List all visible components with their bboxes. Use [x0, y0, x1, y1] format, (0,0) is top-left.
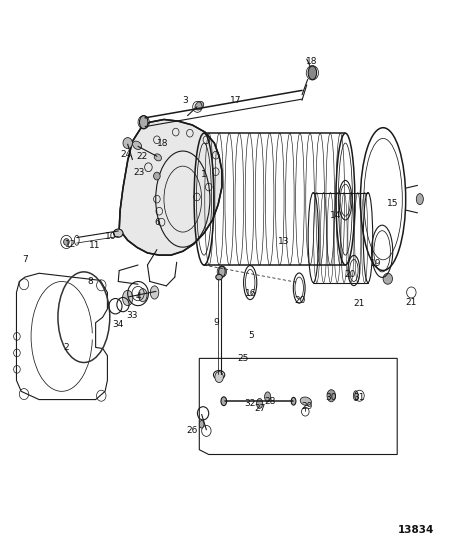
Circle shape [383, 273, 392, 284]
Text: 24: 24 [121, 150, 132, 158]
Text: 32: 32 [245, 399, 256, 408]
Ellipse shape [416, 194, 423, 205]
Circle shape [123, 137, 132, 148]
Text: 7: 7 [22, 255, 28, 264]
Ellipse shape [215, 371, 223, 383]
Ellipse shape [300, 397, 311, 405]
Text: 1: 1 [201, 170, 207, 179]
Text: 18: 18 [157, 139, 168, 147]
Ellipse shape [122, 290, 133, 306]
Text: 21: 21 [406, 298, 417, 307]
Text: 9: 9 [213, 318, 219, 327]
Text: 19: 19 [370, 259, 382, 268]
Text: 10: 10 [105, 232, 117, 241]
Text: 23: 23 [133, 168, 145, 177]
Text: 11: 11 [89, 241, 100, 250]
Ellipse shape [114, 229, 123, 237]
Text: 26: 26 [186, 426, 198, 436]
Ellipse shape [139, 115, 148, 129]
Text: 4: 4 [135, 293, 141, 301]
Text: 14: 14 [330, 211, 342, 220]
Ellipse shape [291, 397, 296, 405]
Ellipse shape [308, 66, 317, 79]
Text: 25: 25 [237, 354, 248, 363]
Text: 20: 20 [345, 270, 356, 279]
Text: 17: 17 [230, 95, 242, 105]
Ellipse shape [150, 286, 159, 299]
Ellipse shape [154, 154, 162, 161]
Text: 27: 27 [254, 405, 265, 413]
Ellipse shape [138, 289, 147, 302]
Circle shape [64, 238, 69, 245]
Text: 18: 18 [306, 57, 317, 66]
Text: 2: 2 [64, 343, 69, 352]
Text: 20: 20 [294, 296, 305, 305]
Ellipse shape [133, 141, 142, 150]
Text: 12: 12 [65, 240, 77, 248]
Ellipse shape [219, 266, 225, 277]
Text: 28: 28 [264, 397, 276, 406]
Ellipse shape [264, 392, 271, 402]
Ellipse shape [354, 391, 358, 401]
Text: 34: 34 [112, 320, 124, 329]
Text: 5: 5 [248, 331, 254, 340]
Text: 6: 6 [154, 217, 160, 227]
Polygon shape [119, 119, 222, 255]
Text: 21: 21 [354, 299, 365, 308]
Circle shape [154, 172, 160, 180]
Text: 15: 15 [387, 199, 398, 208]
Ellipse shape [327, 390, 336, 402]
Text: 8: 8 [87, 277, 93, 286]
Text: 13834: 13834 [398, 525, 434, 535]
Text: 33: 33 [127, 311, 138, 320]
Text: 29: 29 [301, 402, 312, 411]
Ellipse shape [199, 421, 204, 428]
Ellipse shape [221, 397, 227, 406]
Text: 3: 3 [182, 95, 188, 105]
Ellipse shape [216, 274, 222, 280]
Text: 13: 13 [278, 237, 290, 246]
Text: 22: 22 [136, 152, 147, 161]
Ellipse shape [195, 102, 204, 110]
Text: 16: 16 [246, 289, 257, 298]
Text: 31: 31 [353, 394, 365, 402]
Text: 30: 30 [326, 394, 337, 402]
Ellipse shape [256, 399, 263, 408]
